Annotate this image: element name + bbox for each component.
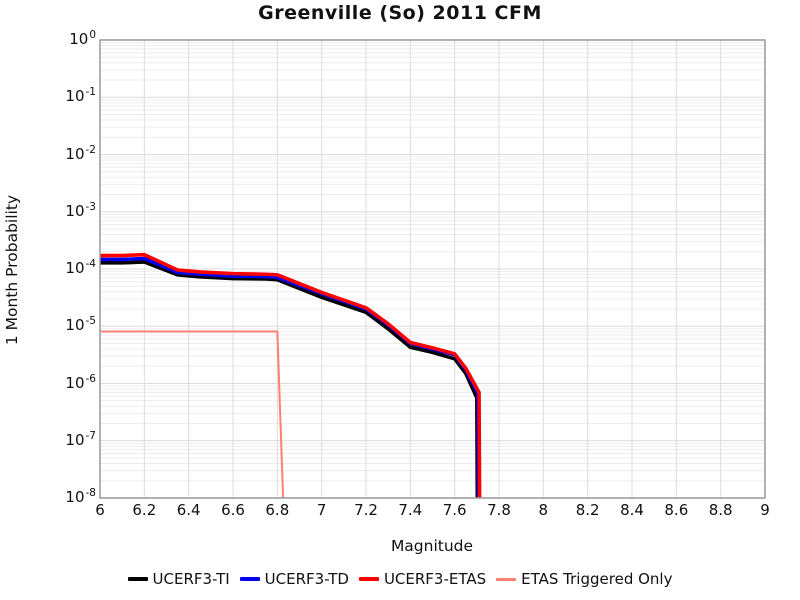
series-line-ucerf3-ti [100,260,480,498]
x-tick-label-7.6: 7.6 [442,501,467,519]
x-tick-label-6.8: 6.8 [265,501,290,519]
legend-label: UCERF3-ETAS [383,570,487,588]
series-group [100,252,482,498]
legend-item-ucerf3-td: UCERF3-TD [239,570,349,588]
y-axis-title: 1 Month Probability [3,194,21,346]
x-tick-label-8: 8 [538,501,549,519]
y-tick-base: 10 [65,430,85,449]
series-line-etas-triggered-only [100,330,285,498]
y-tick-label-1e-3: 10-3 [30,200,96,222]
y-tick-base: 10 [65,316,85,335]
x-tick-label-8.4: 8.4 [620,501,644,519]
x-tick-label-8.6: 8.6 [664,501,689,519]
legend-item-ucerf3-ti: UCERF3-TI [127,570,230,588]
x-axis-title: Magnitude [390,537,474,555]
x-tick-label-7.4: 7.4 [398,501,423,519]
x-tick-label-9: 9 [760,501,770,519]
plot-border [99,39,766,499]
legend-label: UCERF3-TI [152,570,230,588]
y-tick-base: 10 [65,201,85,220]
legend-swatch-icon [127,577,148,581]
x-tick-label-8.8: 8.8 [708,501,733,519]
legend-label: ETAS Triggered Only [521,570,673,588]
x-tick-label-7: 7 [316,501,327,519]
y-tick-exponent: -2 [85,143,96,156]
series-line-ucerf3-etas [100,252,482,498]
y-tick-label-1e-8: 10-8 [30,487,96,508]
x-tick-label-6.2: 6.2 [132,501,157,519]
legend-swatch-icon [239,577,260,581]
y-tick-exponent: -7 [85,429,96,442]
legend-label: UCERF3-TD [264,570,349,588]
y-tick-label-1e0: 100 [30,29,96,50]
x-tick-label-6.4: 6.4 [176,501,201,519]
y-tick-base: 10 [65,488,85,506]
legend-swatch-icon [496,577,517,581]
legend-item-etas-triggered-only: ETAS Triggered Only [496,570,672,588]
x-tick-label-8.2: 8.2 [575,501,600,519]
x-tick-label-7.8: 7.8 [487,501,511,519]
y-tick-exponent: -4 [85,258,96,270]
legend-item-ucerf3-etas: UCERF3-ETAS [358,570,487,588]
chart-title: Greenville (So) 2011 CFM [258,2,542,24]
x-tick-label-6.6: 6.6 [221,501,245,519]
y-tick-exponent: -3 [85,200,96,213]
legend-swatch-icon [358,577,379,581]
y-tick-base: 10 [65,144,85,163]
y-tick-exponent: 0 [89,29,96,41]
y-tick-exponent: -1 [85,86,96,99]
y-tick-exponent: -8 [85,487,96,499]
y-tick-label-1e-1: 10-1 [30,86,96,107]
y-tick-exponent: -6 [85,372,96,385]
y-tick-label-1e-2: 10-2 [30,143,96,165]
legend: UCERF3-TI UCERF3-TD UCERF3-ETAS ETAS Trigge… [0,567,800,591]
y-tick-label-1e-5: 10-5 [30,315,96,336]
x-tick-label-6: 6 [95,501,105,519]
y-tick-base: 10 [65,259,85,277]
x-tick-label-7.2: 7.2 [354,501,378,519]
y-tick-base: 10 [65,373,85,392]
y-tick-exponent: -5 [85,315,96,328]
y-tick-label-1e-4: 10-4 [30,258,96,279]
y-tick-base: 10 [65,87,85,106]
y-tick-base: 10 [69,30,89,48]
y-tick-label-1e-7: 10-7 [30,429,96,451]
y-tick-label-1e-6: 10-6 [30,372,96,394]
